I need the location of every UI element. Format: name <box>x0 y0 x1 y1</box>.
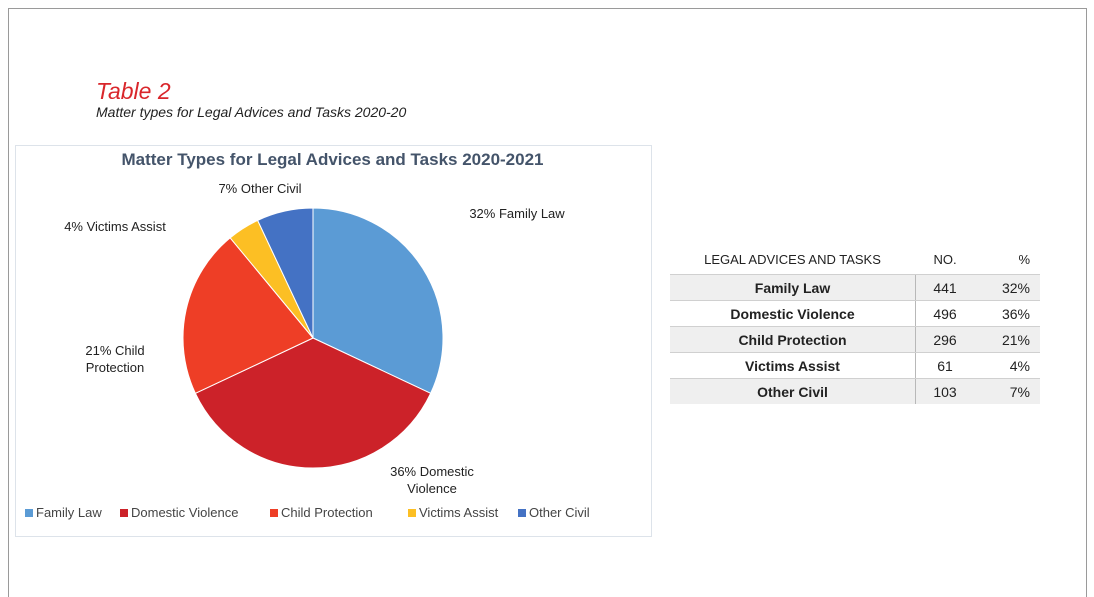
table-cell: 103 <box>933 384 957 400</box>
legend-label: Family Law <box>36 505 102 520</box>
table-cell: 32% <box>1001 280 1030 296</box>
pie-slice <box>256 207 314 339</box>
table-cell: 61 <box>937 358 953 374</box>
table-cell: 4% <box>1009 358 1030 374</box>
doc-subtitle: Matter types for Legal Advices and Tasks… <box>96 104 407 120</box>
table-cell: 36% <box>1001 306 1030 322</box>
chart-title: Matter Types for Legal Advices and Tasks… <box>121 150 544 169</box>
table-row: Victims Assist 61 4% <box>670 352 1040 378</box>
column-divider <box>915 275 916 300</box>
pie-slice <box>312 207 444 395</box>
table-cell: 496 <box>933 306 957 322</box>
table-cell: 441 <box>933 280 957 296</box>
chart-box <box>15 145 652 537</box>
slice-label: 7% Other Civil <box>218 181 302 196</box>
legend-label: Child Protection <box>281 505 373 520</box>
table-cell: 21% <box>1001 332 1030 348</box>
table-row: Other Civil 103 7% <box>670 378 1040 404</box>
column-divider <box>915 379 916 404</box>
table-cell: Domestic Violence <box>730 306 855 322</box>
table-cell: 7% <box>1009 384 1030 400</box>
legend-label: Domestic Violence <box>131 505 239 520</box>
table-cell: Victims Assist <box>745 358 840 374</box>
column-divider <box>915 327 916 352</box>
table-cell: 296 <box>933 332 957 348</box>
slice-label: 21% Child Protection <box>85 343 145 375</box>
legend-swatch <box>270 509 278 517</box>
table-header-cell: % <box>1018 252 1030 267</box>
table-row: Domestic Violence 496 36% <box>670 300 1040 326</box>
table-header-cell: LEGAL ADVICES AND TASKS <box>704 252 881 267</box>
pie-slice <box>194 337 432 469</box>
slice-label: 36% Domestic Violence <box>390 464 474 496</box>
table-row: Family Law 441 32% <box>670 274 1040 300</box>
legend-label: Victims Assist <box>419 505 499 520</box>
column-divider <box>915 353 916 378</box>
table: LEGAL ADVICES AND TASKS NO.% Family Law 441… <box>670 248 1040 404</box>
pie-slice <box>182 237 314 395</box>
table-cell: Child Protection <box>738 332 847 348</box>
table-cell: Family Law <box>754 280 831 296</box>
slice-label: 32% Family Law <box>469 206 565 221</box>
frame <box>8 8 1087 597</box>
column-divider <box>915 301 916 326</box>
doc-title: Table 2 <box>96 78 171 104</box>
legend-swatch <box>25 509 33 517</box>
legend-swatch <box>120 509 128 517</box>
legend-label: Other Civil <box>529 505 590 520</box>
table-cell: Other Civil <box>757 384 828 400</box>
legend-swatch <box>408 509 416 517</box>
table-row: Child Protection 296 21% <box>670 326 1040 352</box>
legend-swatch <box>518 509 526 517</box>
slice-label: 4% Victims Assist <box>64 219 166 234</box>
table-header-cell: NO. <box>933 252 957 267</box>
table-header-row: LEGAL ADVICES AND TASKS NO.% <box>670 248 1040 274</box>
